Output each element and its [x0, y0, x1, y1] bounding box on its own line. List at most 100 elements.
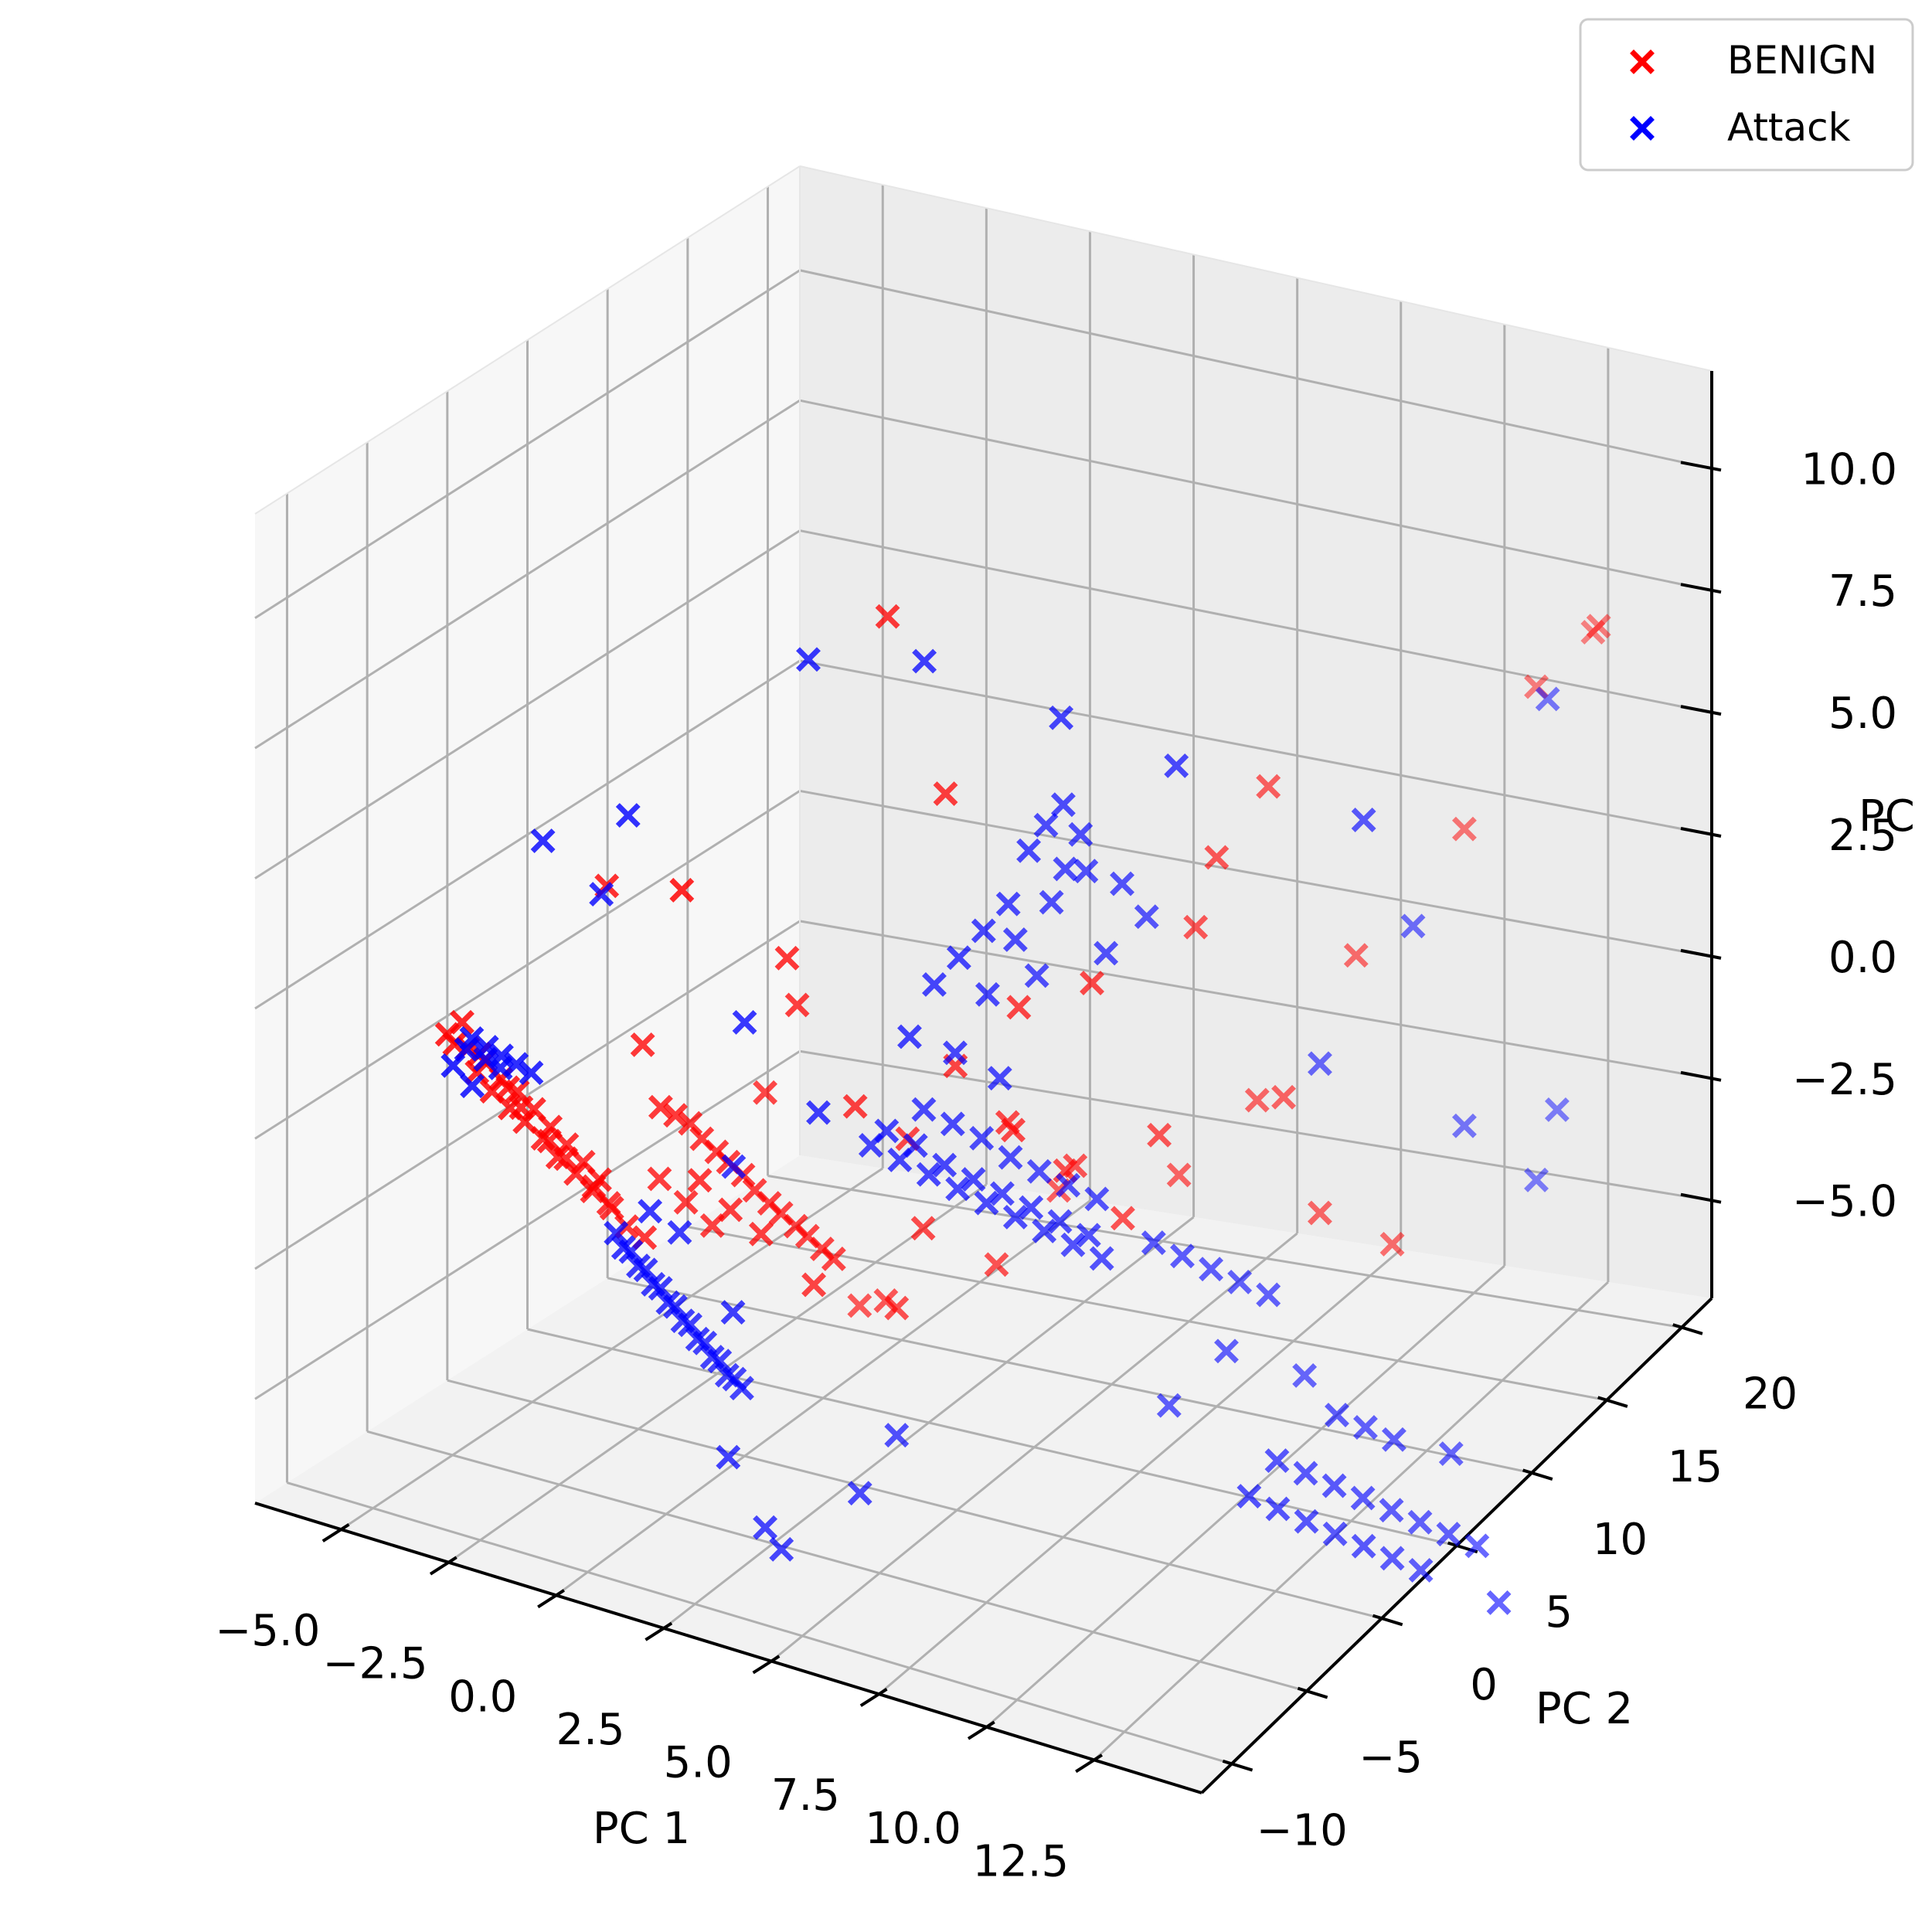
x-tick-label: 5.0	[664, 1738, 733, 1788]
attack-point	[1350, 1485, 1376, 1511]
attack-point	[655, 1290, 681, 1315]
benign-point	[687, 1168, 713, 1193]
grid-line-z-back	[799, 789, 1713, 958]
attack-point	[1053, 856, 1078, 882]
attack-point	[1524, 1167, 1549, 1192]
pane-floor	[255, 1155, 1712, 1793]
attack-point	[1026, 1158, 1052, 1184]
attack-point	[945, 1176, 971, 1202]
attack-point	[1002, 927, 1028, 952]
x-tick	[429, 1556, 457, 1576]
z-tick	[1680, 1070, 1722, 1082]
benign-point	[801, 1272, 827, 1298]
attack-point	[1379, 1498, 1404, 1523]
benign-point	[1343, 943, 1369, 968]
pane-edge	[254, 165, 801, 515]
attack-point	[922, 972, 947, 997]
benign-point	[1110, 1206, 1135, 1231]
benign-point	[1244, 1087, 1270, 1113]
x-tick	[645, 1621, 673, 1641]
attack-point	[1024, 963, 1049, 988]
pane-back-right	[800, 166, 1712, 1298]
floor-pane	[255, 1155, 1712, 1793]
x-axis-line	[254, 1502, 1202, 1794]
attack-point	[1060, 1232, 1086, 1257]
attack-point	[1256, 1282, 1281, 1308]
benign-point	[1006, 995, 1032, 1020]
y-tick-label: −10	[1257, 1805, 1348, 1855]
attack-point	[1068, 821, 1094, 847]
benign-point	[1080, 971, 1104, 995]
attack-point	[1049, 705, 1074, 730]
benign-point	[748, 1221, 774, 1247]
y-tick-labels: −10−5 05 10 15 20	[1257, 1369, 1798, 1856]
attack-point	[911, 1097, 937, 1122]
attack-point	[1351, 1533, 1376, 1559]
attack-point	[1325, 1403, 1349, 1427]
attack-point	[1141, 1230, 1166, 1256]
benign-point	[910, 1216, 936, 1241]
attack-point	[699, 1345, 725, 1370]
attack-point	[1047, 1209, 1073, 1234]
attack-point	[916, 1162, 941, 1187]
legend-cross-attack	[1630, 116, 1655, 141]
attack-point	[460, 1073, 485, 1099]
benign-point	[718, 1197, 743, 1223]
attack-point	[1156, 1393, 1182, 1418]
grid-line-z-back	[799, 1049, 1713, 1202]
attack-point	[897, 1024, 922, 1049]
grid-line-z-left	[254, 269, 801, 620]
benign-point	[570, 1149, 596, 1175]
x-tick-labels: −5.0−2.5 0.0 2.5 5.0 7.5 10.012.5	[215, 1606, 1069, 1886]
z-tick-label: 0.0	[1828, 933, 1897, 983]
attack-point	[1464, 1533, 1490, 1559]
attack-point	[626, 1253, 651, 1279]
attack-point	[1381, 1427, 1406, 1452]
y-tick-label: 15	[1668, 1442, 1723, 1492]
z-tick	[1680, 705, 1722, 716]
attack-point	[488, 1055, 513, 1080]
y-axis-label: PC 2	[1536, 1684, 1633, 1734]
pane-edge	[799, 165, 1713, 372]
attack-point	[1408, 1557, 1434, 1583]
z-tick-label: −5.0	[1792, 1177, 1897, 1227]
x-tick-label: 7.5	[771, 1770, 840, 1821]
benign-point	[509, 1095, 534, 1121]
x-tick-label: −5.0	[215, 1606, 320, 1656]
attack-point	[998, 1145, 1023, 1170]
attack-point	[1265, 1496, 1291, 1522]
benign-point	[847, 1293, 872, 1318]
attack-point	[459, 1026, 485, 1051]
attack-point	[530, 828, 556, 853]
attack-point	[969, 1125, 995, 1151]
benign-point	[783, 1213, 808, 1239]
benign-point	[774, 945, 800, 971]
grid-line-y-floor	[767, 1174, 1682, 1329]
attack-point	[1236, 1484, 1262, 1509]
attack-point	[720, 1300, 746, 1325]
legend-label-benign: BENIGN	[1727, 38, 1877, 83]
z-tick-label: −2.5	[1792, 1055, 1897, 1105]
benign-point	[753, 1080, 778, 1105]
attack-point	[589, 882, 614, 907]
attack-point	[796, 647, 821, 672]
attack-point	[1134, 904, 1159, 930]
benign-point	[699, 1213, 725, 1238]
attack-point	[987, 1066, 1012, 1091]
attack-point	[1351, 808, 1376, 832]
attack-point	[1164, 753, 1189, 778]
x-tick	[752, 1655, 781, 1675]
benign-point	[614, 1214, 639, 1240]
legend: BENIGN Attack	[1579, 18, 1914, 172]
benign-point	[669, 877, 695, 903]
grid-line-z-left	[254, 529, 801, 879]
x-tick-label: 0.0	[448, 1672, 517, 1722]
grid-line-y-floor	[687, 1226, 1607, 1402]
data-points	[434, 604, 1611, 1615]
attack-point	[932, 1152, 957, 1178]
benign-point	[647, 1166, 672, 1192]
attack-point	[1292, 1362, 1318, 1388]
attack-point	[1199, 1257, 1224, 1282]
grid-line-y-floor	[447, 1379, 1383, 1620]
